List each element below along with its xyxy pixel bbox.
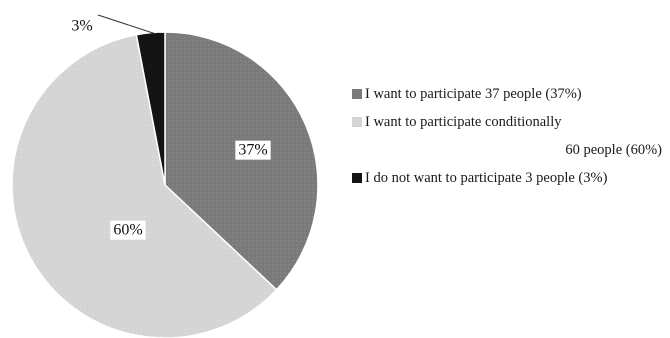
- slice-labels: 37% 60% 3%: [71, 18, 271, 240]
- leader-line: [97, 14, 157, 35]
- slice-conditional-label-bg: [110, 220, 146, 240]
- legend: I want to participate 37 people (37%) I …: [352, 84, 668, 196]
- slice-participate-label: 37%: [238, 142, 267, 159]
- legend-text-conditional: I want to participate conditionally: [365, 114, 562, 130]
- slice-participate: [164, 31, 319, 291]
- slice-not-participate-label: 3%: [71, 18, 92, 35]
- pie-slices: [11, 31, 319, 338]
- legend-swatch-not-participate: [352, 173, 362, 183]
- slice-conditional-label: 60%: [113, 222, 142, 239]
- legend-subtext-conditional: 60 people (60%): [565, 142, 662, 158]
- legend-swatch-conditional: [352, 117, 362, 127]
- slice-conditional: [11, 33, 278, 338]
- legend-swatch-participate: [352, 89, 362, 99]
- legend-text-not-participate: I do not want to participate 3 people (3…: [365, 170, 608, 186]
- legend-item-not-participate: I do not want to participate 3 people (3…: [352, 168, 668, 188]
- legend-item-conditional: I want to participate conditionally 60 p…: [352, 112, 668, 160]
- legend-text-participate: I want to participate 37 people (37%): [365, 86, 582, 102]
- legend-item-participate: I want to participate 37 people (37%): [352, 84, 668, 104]
- slice-participate-label-bg: [235, 140, 271, 160]
